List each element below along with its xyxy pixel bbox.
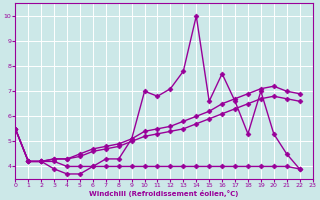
X-axis label: Windchill (Refroidissement éolien,°C): Windchill (Refroidissement éolien,°C) xyxy=(89,190,239,197)
